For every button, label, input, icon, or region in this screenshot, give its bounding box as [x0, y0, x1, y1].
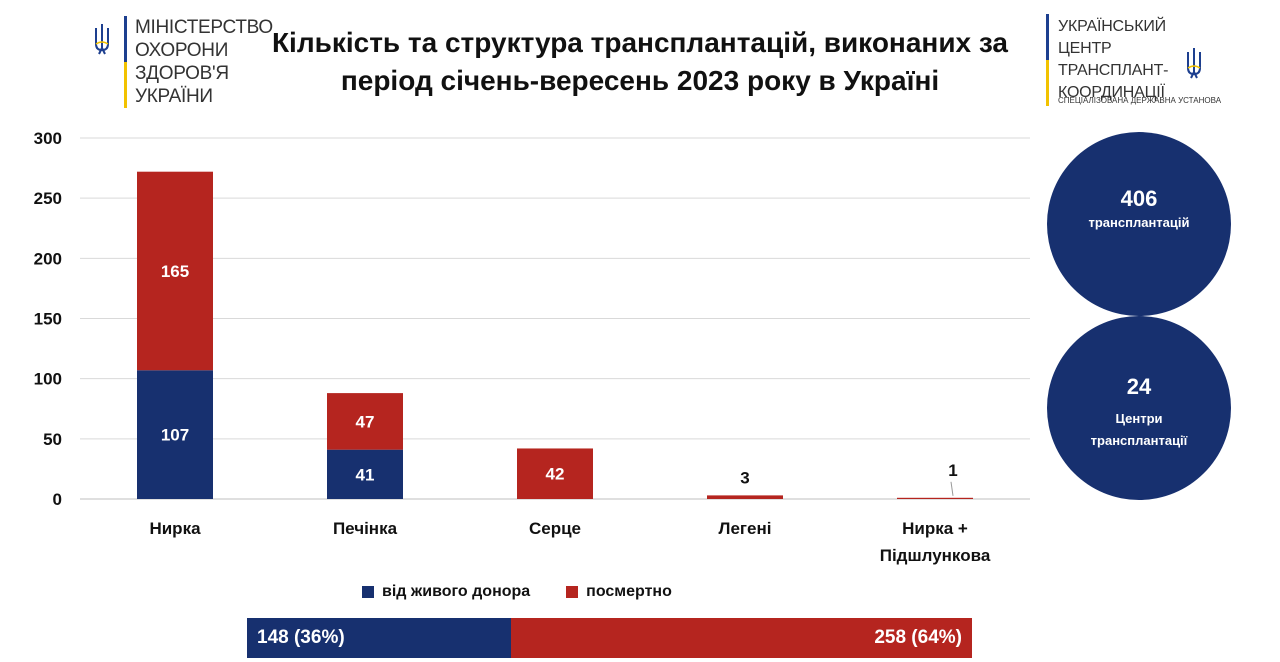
centers-label-line-1: Центри	[1115, 411, 1163, 426]
ministry-logo: Міністерство охорони здоров'я України	[92, 16, 273, 108]
title-line-1: Кількість та структура трансплантацій, в…	[271, 27, 1009, 58]
ministry-name-line: охорони	[135, 40, 229, 61]
bar-living	[137, 370, 213, 499]
data-label: 42	[546, 465, 565, 484]
total-transplants-circle: 406 трансплантацій	[1047, 132, 1231, 316]
center-name-line: КООРДИНАЦІЇ	[1058, 84, 1165, 101]
bar-deceased	[707, 495, 783, 499]
legend-label-deceased: посмертно	[586, 583, 672, 600]
logo-divider	[124, 16, 127, 108]
total-transplants-label: трансплантацій	[1088, 215, 1190, 230]
ministry-name-line: України	[135, 86, 213, 107]
totals-deceased-label: 258 (64%)	[874, 627, 962, 648]
x-tick-label: Нирка	[149, 519, 201, 538]
y-tick-label: 50	[43, 430, 62, 449]
data-label: 107	[161, 426, 189, 445]
trident-icon	[95, 24, 109, 55]
ministry-name-line: Міністерство	[135, 17, 273, 38]
center-name-line: ТРАНСПЛАНТ-	[1058, 62, 1169, 79]
center-name-line: УКРАЇНСЬКИЙ ЦЕНТР	[1058, 18, 1166, 57]
y-tick-label: 300	[34, 129, 62, 148]
legend-swatch-deceased	[566, 586, 579, 598]
y-tick-label: 150	[34, 310, 62, 329]
x-tick-label: Підшлункова	[880, 546, 991, 565]
bar-deceased	[517, 448, 593, 499]
ministry-name-line: здоров'я	[135, 63, 229, 84]
trident-icon	[1187, 48, 1201, 79]
x-tick-label: Серце	[529, 519, 581, 538]
x-tick-label: Легені	[719, 519, 772, 538]
bar-deceased	[327, 393, 403, 450]
data-label: 3	[740, 468, 749, 487]
title-line-2: період січень-вересень 2023 року в Украї…	[340, 65, 940, 96]
page-title: Кількість та структура трансплантацій, в…	[240, 24, 1040, 100]
logo-divider	[1046, 14, 1049, 106]
centers-value: 24	[1126, 374, 1152, 399]
x-tick-label: Нирка +	[902, 519, 968, 538]
data-label: 165	[161, 262, 189, 281]
legend-label-living: від живого донора	[382, 583, 531, 600]
data-label-leader	[950, 481, 954, 496]
total-transplants-value: 406	[1120, 186, 1158, 211]
totals-deceased-segment: 258 (64%)	[511, 618, 972, 658]
y-tick-label: 200	[34, 249, 62, 268]
stacked-bar-chart: 0 50 100 150 200 250 300 107 165 Нирка 41 47 Печінка…	[34, 129, 1030, 565]
transplant-center-logo: УКРАЇНСЬКИЙ ЦЕНТР ТРАНСПЛАНТ- КООРДИНАЦІ…	[1046, 14, 1221, 110]
data-label: 1	[948, 461, 957, 480]
data-label: 47	[356, 412, 375, 431]
data-label: 41	[356, 465, 375, 484]
bar-living	[327, 449, 403, 499]
y-tick-label: 250	[34, 189, 62, 208]
center-subtitle: СПЕЦІАЛІЗОВАНА ДЕРЖАВНА УСТАНОВА	[1058, 96, 1222, 105]
bar-deceased	[137, 171, 213, 371]
y-tick-label: 0	[53, 490, 62, 509]
centers-label-line-2: трансплантації	[1090, 433, 1188, 448]
x-tick-label: Печінка	[333, 519, 398, 538]
totals-living-segment: 148 (36%)	[247, 618, 511, 658]
totals-bar: 148 (36%) 258 (64%)	[247, 618, 972, 658]
chart-legend: від живого донора посмертно	[362, 583, 672, 601]
bar-deceased	[897, 497, 973, 499]
y-tick-label: 100	[34, 370, 62, 389]
centers-circle: 24 Центри трансплантації	[1047, 316, 1231, 500]
legend-swatch-living	[362, 586, 374, 598]
totals-living-label: 148 (36%)	[257, 627, 345, 648]
